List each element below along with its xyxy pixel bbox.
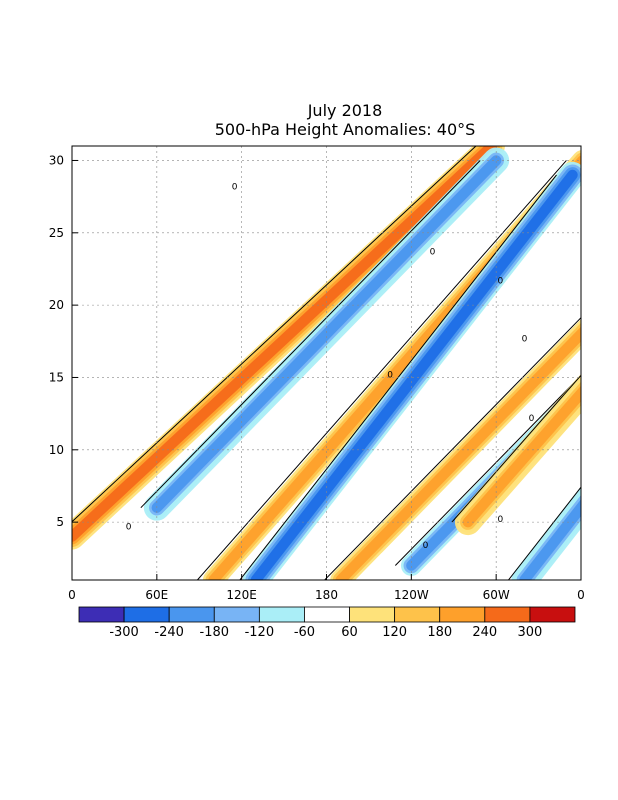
y-tick-label: 15 [49, 370, 64, 384]
legend-label: 240 [472, 625, 497, 640]
anomaly-shade [250, 169, 578, 580]
x-tick-label: 180 [315, 588, 338, 602]
contour-label: 0 [529, 414, 535, 424]
legend-swatch [304, 606, 350, 623]
x-tick-label: 0 [577, 588, 585, 602]
legend-label: 60 [341, 625, 358, 640]
anomaly-band-8 [508, 486, 581, 580]
legend-swatch [168, 606, 215, 623]
contour-label: 0 [522, 334, 528, 344]
legend-swatch [529, 606, 576, 623]
legend-swatch [213, 606, 260, 623]
color-legend: -300 -240 -180 -120 -60 60 120 180 240 300 [78, 606, 576, 640]
legend-swatch [123, 606, 170, 623]
legend-swatch [439, 606, 486, 623]
chart-subtitle: 500-hPa Height Anomalies: 40°S [215, 120, 476, 139]
legend-label: 300 [517, 625, 542, 640]
contour-label: 0 [387, 370, 393, 380]
legend-label: -300 [109, 625, 139, 640]
y-tick-label: 5 [56, 515, 64, 529]
contour-label: 0 [498, 276, 504, 286]
legend-swatch [394, 606, 441, 623]
y-tick-label: 10 [49, 443, 64, 457]
legend-label: -240 [154, 625, 184, 640]
legend-label: 120 [382, 625, 407, 640]
legend-label: -60 [294, 625, 315, 640]
x-tick-label: 60W [483, 588, 510, 602]
zero-contour [508, 486, 581, 580]
legend-swatch [349, 606, 396, 623]
contour-label: 0 [232, 182, 238, 192]
y-tick-label: 20 [49, 298, 64, 312]
legend-swatch [78, 606, 125, 623]
x-tick-label: 0 [68, 588, 76, 602]
legend-swatch [484, 606, 531, 623]
plot-area: 0 0 0 0 0 0 0 0 0 0 [72, 139, 581, 580]
anomaly-band-4 [239, 161, 581, 580]
chart-title: July 2018 [307, 101, 383, 120]
y-tick-label: 25 [49, 226, 64, 240]
zero-contour [197, 160, 567, 580]
legend-swatch [258, 606, 305, 623]
anomaly-band-1 [72, 146, 505, 550]
zero-contour [324, 316, 581, 580]
contour-label: 0 [498, 515, 504, 525]
zero-contour [451, 374, 581, 523]
x-tick-label: 60E [145, 588, 168, 602]
contour-label: 0 [126, 522, 132, 532]
x-tick-label: 120E [226, 588, 257, 602]
legend-label: -180 [200, 625, 230, 640]
y-tick-label: 30 [49, 153, 64, 167]
contour-label: 0 [76, 139, 82, 149]
legend-label: -120 [245, 625, 275, 640]
zero-contour [72, 146, 477, 523]
contour-label: 0 [423, 541, 429, 551]
anomaly-shade [462, 385, 581, 528]
anomaly-shade [72, 146, 498, 542]
x-tick-label: 120W [394, 588, 429, 602]
legend-label: 180 [427, 625, 452, 640]
anomaly-band-7 [451, 373, 581, 536]
contour-label: 0 [430, 248, 436, 258]
